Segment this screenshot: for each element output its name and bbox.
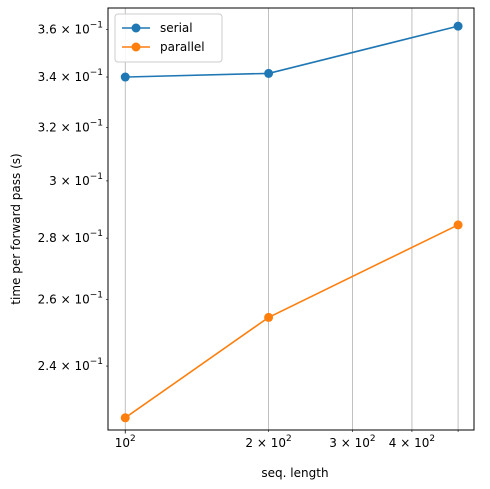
data-point-parallel [264, 312, 274, 322]
legend-label-serial: serial [160, 21, 193, 35]
data-point-serial [120, 72, 130, 82]
series-line-parallel [124, 224, 459, 419]
y-tick-label: 2.6 × 10−1 [38, 291, 103, 307]
data-point-serial [264, 68, 274, 78]
legend: serial parallel [114, 13, 223, 63]
legend-marker-serial [131, 23, 141, 33]
y-tick-label: 2.4 × 10−1 [38, 357, 103, 373]
data-point-serial [453, 21, 463, 31]
y-tick-label: 2.8 × 10−1 [38, 229, 103, 245]
x-axis-label: seq. length [261, 466, 328, 480]
data-point-parallel [120, 413, 130, 423]
plot-frame [107, 7, 475, 431]
y-tick-label: 3 × 10−1 [49, 172, 103, 188]
tick-layer: 102 2 × 102 3 × 102 4 × 102 2.4 × 10−1 2.6 × … [38, 21, 459, 450]
y-tick-label: 3.6 × 10−1 [38, 21, 103, 37]
grid-lines [124, 8, 459, 430]
legend-label-parallel: parallel [160, 40, 205, 54]
y-axis-label: time per forward pass (s) [9, 153, 23, 304]
legend-marker-parallel [131, 42, 141, 52]
y-tick-label: 3.2 × 10−1 [38, 118, 103, 134]
x-tick-label: 2 × 102 [245, 434, 291, 450]
legend-box [114, 13, 223, 63]
series-layer [120, 21, 463, 423]
x-tick-label: 4 × 102 [389, 434, 435, 450]
x-tick-label: 102 [115, 434, 136, 450]
x-tick-label: 3 × 102 [329, 434, 375, 450]
y-tick-label: 3.4 × 10−1 [38, 68, 103, 84]
data-point-parallel [453, 220, 463, 230]
